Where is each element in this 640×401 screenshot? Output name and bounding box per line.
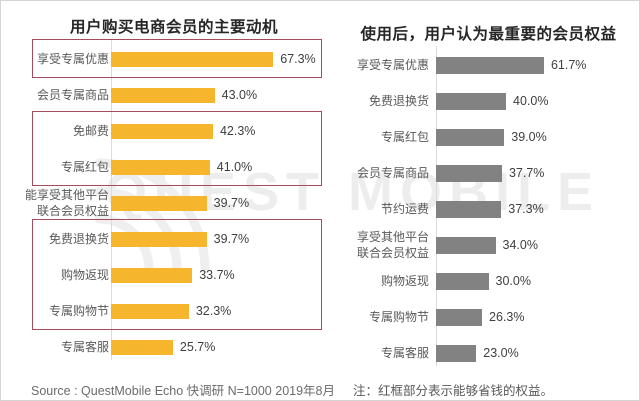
- bar: [436, 272, 489, 290]
- bar: [436, 128, 505, 146]
- chart-benefits-rows: 享受专属优惠 61.7% 免费退换货 40.0% 专属红包 39.0% 会员专属商品 37.7…: [346, 46, 631, 371]
- chart-motivations-rows: 享受专属优惠 67.3% 会员专属商品 43.0% 免邮费 42.3% 专属红包 41.0% 能…: [19, 39, 329, 365]
- category-label: 免邮费: [72, 123, 109, 138]
- value-label: 34.0%: [502, 238, 538, 252]
- chart-benefits: 使用后，用户认为最重要的会员权益 享受专属优惠 61.7% 免费退换货 40.0% 专属…: [346, 9, 631, 366]
- category-label: 专属红包: [60, 159, 109, 174]
- value-label: 33.7%: [199, 268, 235, 282]
- category-label: 免费退换货: [48, 231, 109, 246]
- bar: [111, 195, 207, 211]
- category-label: 享受专属优惠: [36, 51, 109, 66]
- value-label: 67.3%: [280, 52, 316, 66]
- source-prefix: Source :: [31, 384, 82, 398]
- category-label: 专属购物节: [48, 303, 109, 318]
- value-label: 41.0%: [216, 160, 253, 174]
- category-label: 会员专属商品: [356, 165, 429, 180]
- chart-row: 专属购物节 26.3%: [346, 299, 631, 335]
- value-label: 42.3%: [219, 124, 256, 138]
- bar: [436, 236, 496, 254]
- value-label: 32.3%: [195, 304, 232, 318]
- bar: [111, 339, 173, 355]
- bar: [111, 123, 213, 139]
- value-label: 39.7%: [213, 232, 250, 246]
- chart-row: 会员专属商品 43.0%: [19, 77, 329, 113]
- bar: [111, 267, 193, 283]
- value-label: 61.7%: [550, 58, 587, 72]
- category-label: 购物返现: [380, 273, 429, 288]
- source-line: Source : QuestMobile Echo 快调研 N=1000 201…: [31, 380, 335, 399]
- bar: [111, 87, 215, 103]
- bar: [111, 159, 210, 175]
- chart-row: 享受专属优惠 67.3%: [19, 41, 329, 77]
- category-label: 专属客服: [380, 345, 429, 360]
- bar: [436, 344, 477, 362]
- chart-row: 免费退换货 40.0%: [346, 83, 631, 119]
- chart-row: 节约运费 37.3%: [346, 191, 631, 227]
- category-label: 享受其他平台 联合会员权益: [356, 229, 429, 260]
- category-label: 节约运费: [380, 201, 429, 216]
- bar: [436, 164, 502, 182]
- chart-motivations-title: 用户购买电商会员的主要动机: [69, 19, 278, 36]
- bar: [436, 200, 502, 218]
- questmobile-brand: QuestMobile: [81, 384, 152, 398]
- value-label: 26.3%: [489, 310, 525, 324]
- category-label: 会员专属商品: [36, 87, 109, 102]
- bar: [111, 303, 189, 319]
- chart-row: 享受其他平台 联合会员权益 34.0%: [346, 227, 631, 263]
- chart-row: 专属红包 39.0%: [346, 119, 631, 155]
- category-label: 专属红包: [380, 129, 429, 144]
- value-label: 30.0%: [495, 274, 531, 288]
- chart-row: 会员专属商品 37.7%: [346, 155, 631, 191]
- value-label: 39.7%: [213, 196, 250, 210]
- category-label: 能享受其他平台 联合会员权益: [24, 187, 109, 218]
- chart-row: 专属红包 41.0%: [19, 149, 329, 185]
- category-label: 购物返现: [60, 267, 109, 282]
- category-label: 享受专属优惠: [356, 57, 429, 72]
- category-label: 免费退换货: [368, 93, 429, 108]
- category-label: 专属客服: [60, 339, 109, 354]
- category-label: 专属购物节: [368, 309, 429, 324]
- chart-row: 免邮费 42.3%: [19, 113, 329, 149]
- chart-row: 专属购物节 32.3%: [19, 293, 329, 329]
- bar: [111, 51, 274, 67]
- value-label: 37.3%: [508, 202, 544, 216]
- value-label: 40.0%: [513, 94, 549, 108]
- chart-row: 能享受其他平台 联合会员权益 39.7%: [19, 185, 329, 221]
- bar: [111, 231, 207, 247]
- chart-row: 购物返现 33.7%: [19, 257, 329, 293]
- value-label: 37.7%: [508, 166, 545, 180]
- chart-row: 享受专属优惠 61.7%: [346, 47, 631, 83]
- chart-row: 购物返现 30.0%: [346, 263, 631, 299]
- chart-benefits-title: 使用后，用户认为最重要的会员权益: [360, 26, 617, 43]
- chart-motivations: 用户购买电商会员的主要动机 享受专属优惠 67.3% 会员专属商品 43.0% 免邮费 4…: [19, 9, 329, 360]
- bar: [436, 308, 483, 326]
- value-label: 43.0%: [221, 88, 258, 102]
- chart-row: 免费退换货 39.7%: [19, 221, 329, 257]
- chart-row: 专属客服 23.0%: [346, 335, 631, 371]
- value-label: 39.0%: [511, 130, 547, 144]
- bar: [436, 92, 506, 110]
- value-label: 23.0%: [483, 346, 519, 360]
- note-line: 注：红框部分表示能够省钱的权益。: [353, 384, 554, 398]
- value-label: 25.7%: [179, 340, 216, 354]
- source-suffix: Echo 快调研 N=1000 2019年8月: [151, 384, 335, 398]
- bar: [436, 56, 544, 74]
- chart-row: 专属客服 25.7%: [19, 329, 329, 365]
